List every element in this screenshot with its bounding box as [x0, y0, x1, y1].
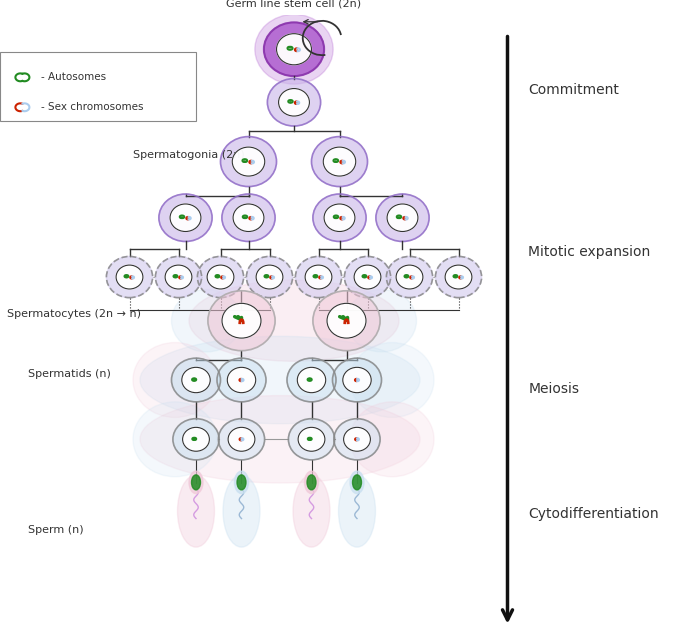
Ellipse shape [346, 289, 416, 352]
Text: Spermatocytes (2n → n): Spermatocytes (2n → n) [7, 309, 141, 320]
Text: Spermatids (n): Spermatids (n) [28, 369, 111, 379]
Circle shape [222, 194, 275, 242]
Text: Cytodifferentiation: Cytodifferentiation [528, 507, 659, 521]
Ellipse shape [133, 343, 217, 417]
Circle shape [173, 419, 219, 460]
Circle shape [435, 256, 482, 298]
Circle shape [197, 256, 244, 298]
Ellipse shape [353, 475, 361, 490]
Text: Germ line stem cell (2n): Germ line stem cell (2n) [226, 0, 362, 9]
Circle shape [207, 265, 234, 289]
Circle shape [305, 265, 332, 289]
Text: - Sex chromosomes: - Sex chromosomes [41, 102, 143, 112]
Circle shape [159, 194, 212, 242]
Circle shape [313, 291, 380, 351]
Circle shape [327, 304, 366, 338]
Circle shape [182, 367, 210, 393]
Circle shape [228, 427, 255, 451]
Ellipse shape [234, 471, 248, 493]
Circle shape [208, 291, 275, 351]
Circle shape [376, 194, 429, 242]
Circle shape [170, 204, 201, 231]
Circle shape [228, 367, 256, 393]
FancyBboxPatch shape [0, 52, 196, 121]
Circle shape [279, 89, 309, 116]
Ellipse shape [223, 475, 260, 547]
Circle shape [386, 256, 433, 298]
Circle shape [344, 256, 391, 298]
Circle shape [172, 358, 220, 402]
Text: Sperm (n): Sperm (n) [28, 525, 83, 535]
Circle shape [116, 265, 143, 289]
Circle shape [324, 204, 355, 231]
Circle shape [233, 204, 264, 231]
Ellipse shape [307, 475, 316, 490]
Circle shape [298, 367, 326, 393]
Ellipse shape [339, 475, 375, 547]
Circle shape [255, 14, 333, 84]
Circle shape [387, 204, 418, 231]
Circle shape [256, 265, 283, 289]
Text: Mitotic expansion: Mitotic expansion [528, 245, 651, 259]
Circle shape [445, 265, 472, 289]
Ellipse shape [350, 471, 364, 493]
Ellipse shape [189, 280, 399, 361]
Circle shape [267, 79, 321, 126]
Circle shape [288, 419, 335, 460]
Text: Meiosis: Meiosis [528, 382, 580, 396]
Circle shape [298, 427, 325, 451]
Circle shape [232, 147, 265, 176]
Circle shape [183, 427, 209, 451]
Circle shape [343, 367, 371, 393]
Circle shape [396, 265, 423, 289]
Circle shape [218, 419, 265, 460]
Ellipse shape [172, 289, 242, 352]
Circle shape [165, 265, 192, 289]
Ellipse shape [293, 475, 330, 547]
Circle shape [332, 358, 382, 402]
Text: Commitment: Commitment [528, 83, 620, 97]
Circle shape [287, 358, 336, 402]
Ellipse shape [304, 471, 318, 493]
Ellipse shape [350, 402, 434, 477]
Circle shape [220, 137, 276, 187]
Ellipse shape [189, 471, 203, 493]
Circle shape [155, 256, 202, 298]
Circle shape [312, 137, 368, 187]
Circle shape [246, 256, 293, 298]
Ellipse shape [133, 402, 217, 477]
Ellipse shape [140, 396, 420, 483]
Circle shape [313, 194, 366, 242]
Circle shape [344, 427, 370, 451]
Ellipse shape [178, 475, 214, 547]
Text: - Autosomes: - Autosomes [41, 72, 106, 82]
Ellipse shape [140, 336, 420, 424]
Circle shape [295, 256, 342, 298]
Circle shape [354, 265, 381, 289]
Ellipse shape [350, 343, 434, 417]
Circle shape [217, 358, 266, 402]
Circle shape [222, 304, 261, 338]
Text: Spermatogonia (2n): Spermatogonia (2n) [133, 150, 245, 160]
Circle shape [323, 147, 356, 176]
Circle shape [106, 256, 153, 298]
Ellipse shape [237, 475, 246, 490]
Circle shape [276, 34, 312, 65]
Circle shape [334, 419, 380, 460]
Circle shape [264, 22, 324, 76]
Ellipse shape [192, 475, 200, 490]
